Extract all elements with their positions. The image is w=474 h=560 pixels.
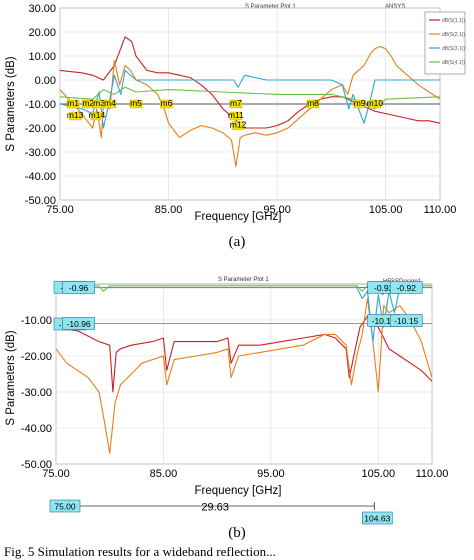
marker-label: m11 — [228, 110, 244, 120]
y-tick-label: -30.00 — [21, 387, 52, 399]
marker-box — [160, 99, 173, 109]
chart-b-subfigure-label: (b) — [228, 525, 246, 541]
delta-start-box — [49, 499, 81, 513]
y-tick-label: 20.00 — [28, 27, 56, 39]
chart-a: S Parameter Plot 1 ANSYS 30.00 20.00 10.00… — [5, 3, 465, 250]
x-tick-label: 110.00 — [416, 468, 449, 480]
delta-end-box — [362, 511, 393, 525]
figure-caption: Fig. 5 Simulation results for a wideband… — [4, 544, 276, 559]
marker-box — [353, 99, 366, 109]
chart-a-legend: dB(S(1,1)) dB(S(2,1)) dB(S(3,1)) dB(S(4,1)) — [424, 11, 466, 75]
marker-label: m7 — [230, 98, 242, 108]
value-label-box — [62, 317, 95, 330]
series-line-1 — [59, 36, 441, 129]
chart-a-x-ticks: 75.00 85.00 95.00 105.00 110.00 — [46, 204, 456, 216]
marker-label: m3 — [93, 98, 105, 108]
y-tick-label: -10.00 — [25, 99, 56, 111]
marker-box — [129, 99, 143, 109]
y-tick-label: -40.00 — [21, 423, 52, 435]
y-tick-label: -40.00 — [25, 171, 56, 183]
value-label: -10.15 — [394, 316, 418, 326]
marker-label: m6 — [160, 98, 172, 108]
chart-a-legend-box — [424, 11, 466, 75]
x-tick-label: 75.00 — [46, 204, 74, 216]
chart-b-plot-area — [55, 283, 433, 465]
chart-b-grid — [55, 284, 433, 465]
series-line-2 — [59, 45, 441, 167]
legend-entry: dB(S(4,1)) — [442, 60, 465, 66]
x-tick-label: 95.00 — [263, 204, 291, 216]
series-line-3 — [59, 69, 440, 129]
chart-a-subfigure-label: (a) — [229, 234, 246, 250]
y-tick-label: -30.00 — [25, 147, 56, 159]
chart-a-y-ticks: 30.00 20.00 10.00 0.00 -10.00 -20.00 -30.00 -40… — [25, 3, 56, 207]
x-tick-label: 85.00 — [150, 468, 178, 480]
y-tick-label: -20.00 — [21, 351, 52, 363]
y-tick-label: -20.00 — [25, 123, 56, 135]
value-label: -0.92 — [374, 283, 394, 293]
x-tick-label: 105.00 — [361, 468, 395, 480]
marker-label: m1 — [67, 98, 79, 108]
value-label-box — [62, 281, 95, 294]
marker-box — [229, 111, 243, 121]
chart-a-corner-note: ANSYS — [385, 4, 405, 10]
marker-box — [90, 111, 104, 121]
marker-label: m8 — [307, 98, 319, 108]
marker-label: m10 — [367, 98, 384, 108]
chart-b-delta-marker: 75.00 29.63 104.63 — [49, 499, 393, 525]
chart-b: S Parameter Plot 1 HFSSDesign1 -10.00-20… — [5, 277, 448, 541]
chart-b-title: S Parameter Plot 1 — [218, 277, 269, 283]
marker-label: m12 — [230, 120, 247, 130]
x-tick-label: 95.00 — [257, 468, 285, 480]
legend-entry: dB(S(2,1)) — [442, 32, 465, 38]
x-tick-label: 75.00 — [42, 468, 70, 480]
x-tick-label: 105.00 — [369, 204, 403, 216]
legend-entry: dB(S(3,1)) — [442, 46, 465, 52]
marker-label: m14 — [89, 110, 106, 120]
marker-box — [66, 99, 80, 109]
delta-start-label: 75.00 — [54, 502, 76, 512]
chart-b-value-labels: -0.90-0.96-0.92-0.92-11.11-10.96-10.12-1… — [53, 280, 423, 331]
chart-a-series — [59, 36, 441, 167]
chart-b-y-ticks: -10.00 -20.00 -30.00 -40.00 -50.00 — [21, 315, 52, 471]
y-tick-label: 30.00 — [28, 3, 56, 15]
marker-box — [229, 99, 243, 109]
delta-end-label: 104.63 — [364, 514, 390, 524]
series-line-2 — [55, 297, 433, 454]
chart-a-title: S Parameter Plot 1 — [245, 4, 296, 10]
value-label: -10.96 — [67, 319, 91, 329]
marker-label: m2 — [82, 98, 94, 108]
marker-box — [103, 99, 117, 109]
legend-entry: dB(S(1,1)) — [442, 18, 465, 24]
marker-box — [231, 121, 245, 130]
y-tick-label: 10.00 — [28, 51, 56, 63]
value-label-box — [389, 281, 423, 294]
x-tick-label: 85.00 — [155, 204, 183, 216]
value-label: -10.12 — [372, 316, 396, 326]
chart-b-ylabel: S Parameters (dB) — [5, 330, 17, 425]
marker-box — [368, 99, 382, 109]
y-tick-label: -10.00 — [21, 315, 52, 327]
y-tick-label: -50.00 — [25, 195, 56, 207]
marker-box — [306, 99, 320, 109]
chart-a-ylabel: S Parameters (dB) — [5, 56, 17, 151]
delta-value-label: 29.63 — [201, 502, 229, 514]
marker-label: m9 — [354, 98, 366, 108]
marker-box — [68, 111, 82, 121]
x-tick-label: 110.00 — [424, 204, 457, 216]
chart-b-xlabel: Frequency [GHz] — [195, 485, 282, 497]
chart-a-xlabel: Frequency [GHz] — [195, 211, 282, 223]
value-label: -0.92 — [397, 283, 417, 293]
y-tick-label: 0.00 — [35, 75, 56, 87]
value-label-box — [389, 314, 423, 327]
chart-b-x-ticks: 75.00 85.00 95.00 105.00 110.00 — [42, 468, 448, 480]
marker-label: m4 — [104, 98, 116, 108]
marker-label: m13 — [67, 110, 84, 120]
value-label: -0.96 — [69, 283, 89, 293]
marker-label: m5 — [130, 98, 142, 108]
y-tick-label: -50.00 — [21, 459, 52, 471]
